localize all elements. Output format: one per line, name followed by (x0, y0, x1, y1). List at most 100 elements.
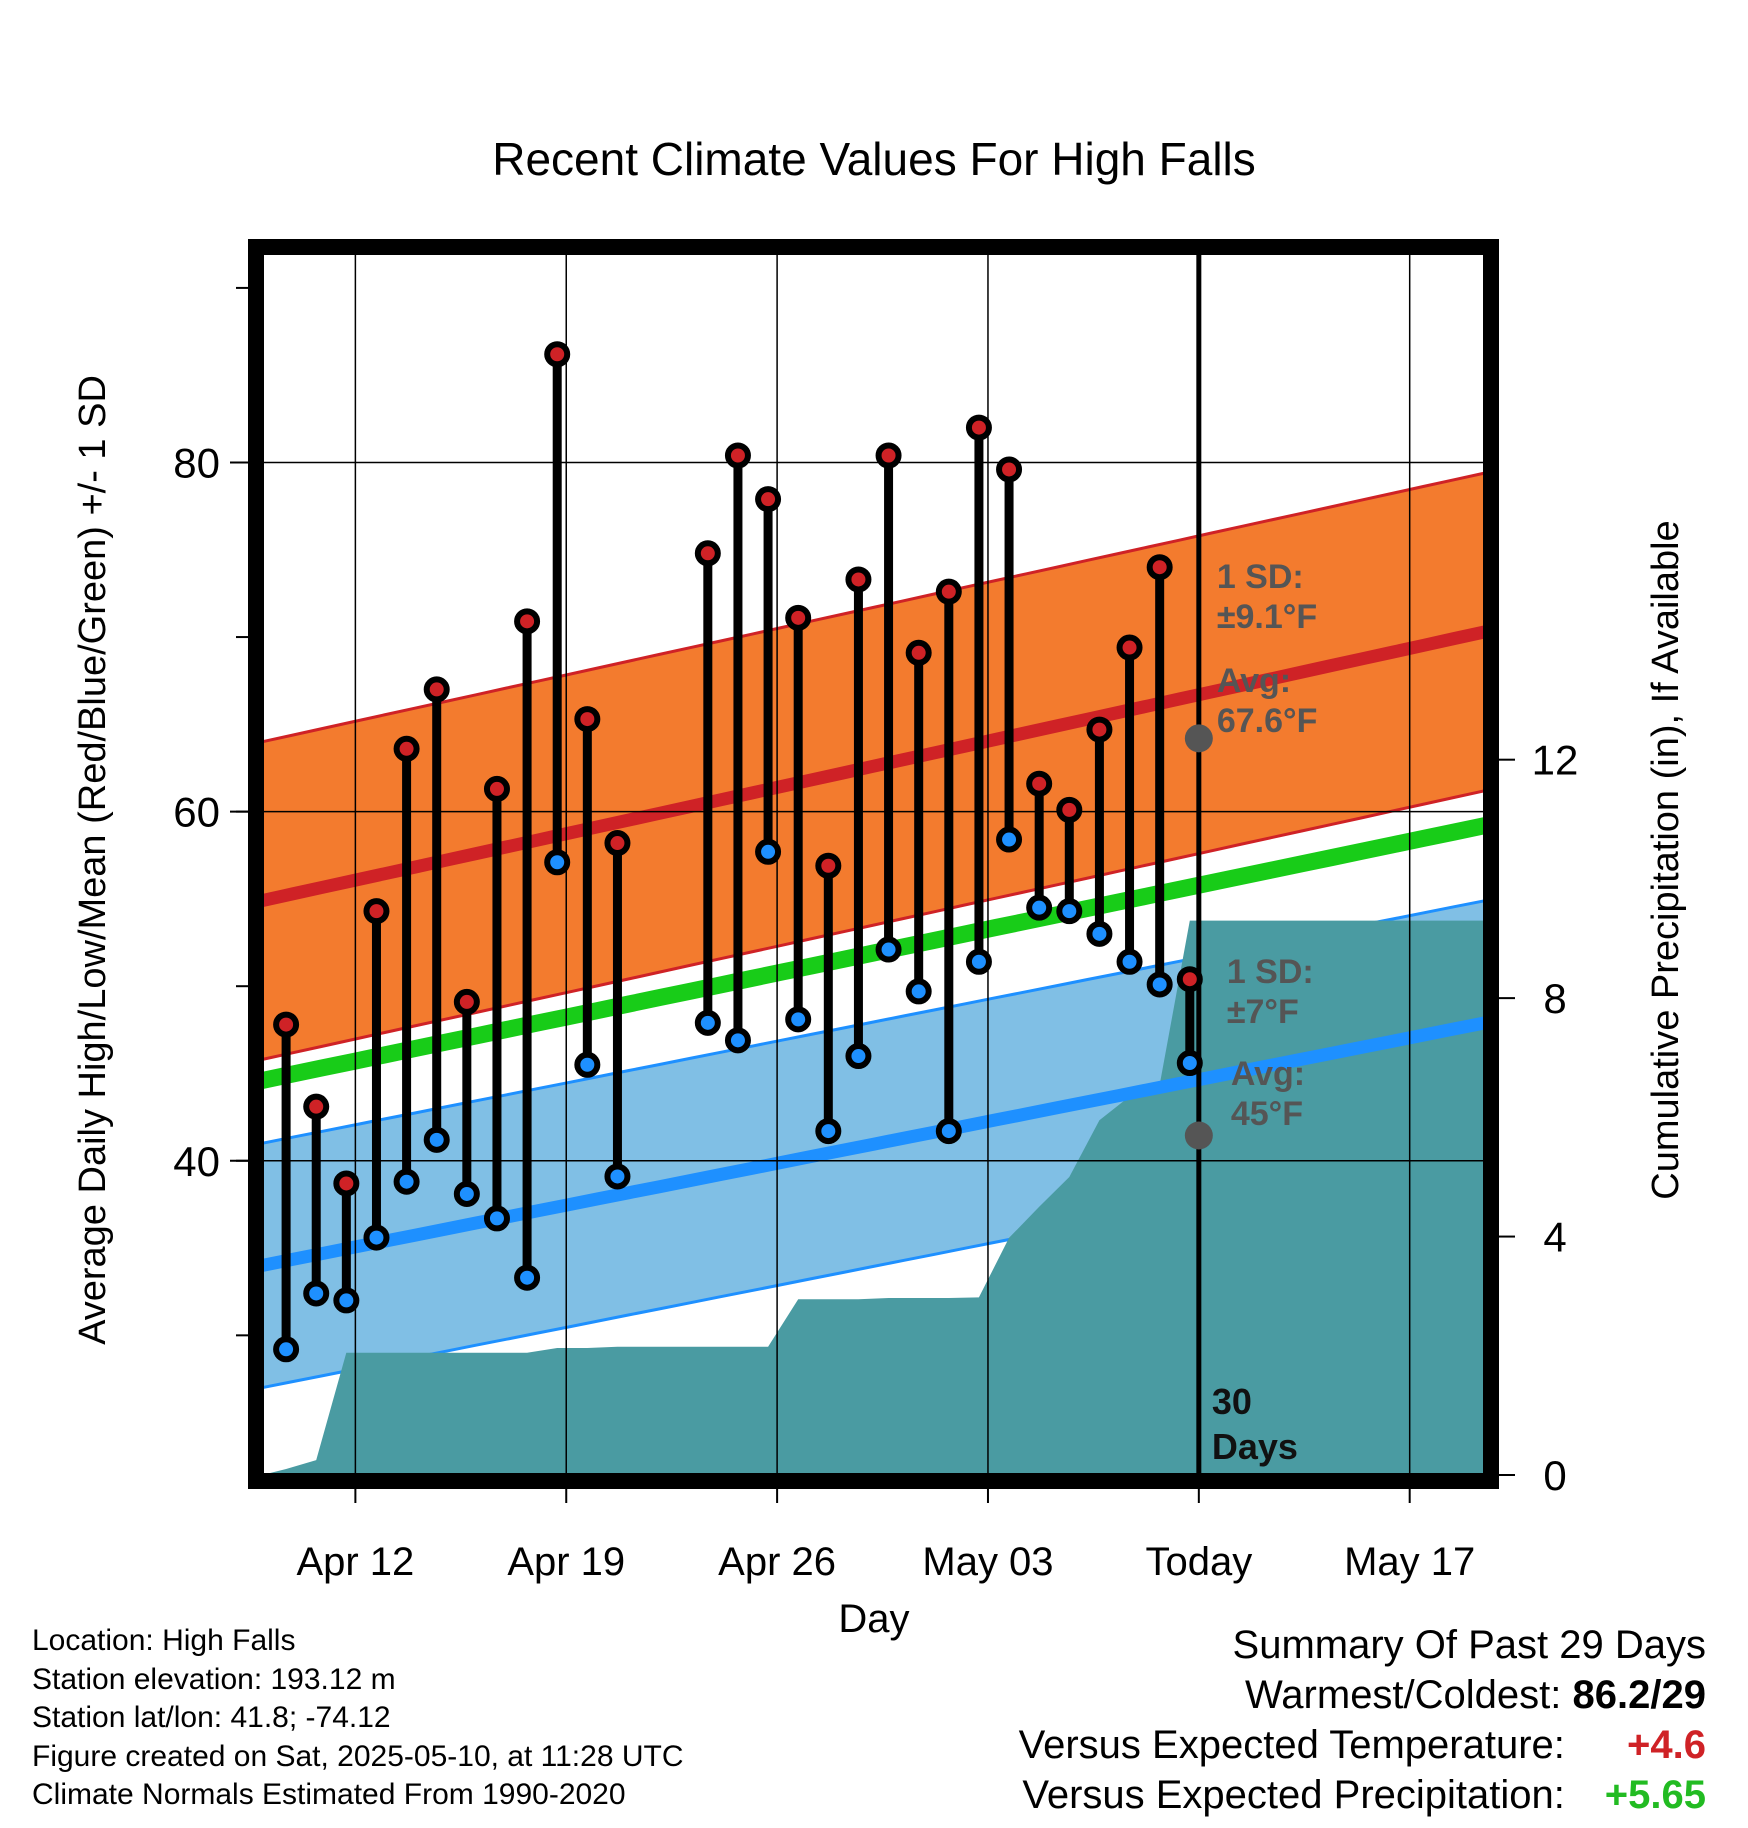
daily-low-point (1086, 920, 1113, 947)
daily-high-point (1146, 554, 1173, 581)
daily-low-point (273, 1336, 300, 1363)
daily-high-point (453, 988, 480, 1015)
daily-low-point (785, 1006, 812, 1033)
daily-high-point (333, 1170, 360, 1197)
daily-high-point (965, 414, 992, 441)
daily-low-point (604, 1163, 631, 1190)
daily-low-point (694, 1009, 721, 1036)
daily-high-point (996, 456, 1023, 483)
high-avg-label: Avg: (1217, 662, 1291, 700)
daily-high-point (544, 341, 571, 368)
elevation-text: Station elevation: 193.12 m (32, 1662, 396, 1696)
daily-low-point (845, 1043, 872, 1070)
y-tick-label: 40 (173, 1138, 220, 1185)
y2-tick-label: 8 (1543, 975, 1566, 1022)
low-sd-value: ±7°F (1227, 993, 1299, 1031)
y2-tick-label: 0 (1543, 1452, 1566, 1499)
daily-low-point (363, 1224, 390, 1251)
daily-low-point (574, 1051, 601, 1078)
daily-high-point (815, 852, 842, 879)
station-info: Location: High Falls Station elevation: … (32, 1622, 684, 1815)
x-tick-label: Apr 26 (718, 1540, 836, 1584)
daily-low-point (303, 1280, 330, 1307)
x-tick-label: Apr 12 (296, 1540, 414, 1584)
daily-low-point (905, 978, 932, 1005)
summary-title: Summary Of Past 29 Days (1232, 1623, 1706, 1667)
warmest-label: Warmest/Coldest: (1245, 1673, 1562, 1717)
daily-low-point (755, 838, 782, 865)
daily-high-point (755, 486, 782, 513)
precip-value: +5.65 (1604, 1773, 1706, 1817)
daily-low-point (483, 1205, 510, 1232)
daily-high-point (1086, 716, 1113, 743)
daily-high-point (724, 442, 751, 469)
latlon-text: Station lat/lon: 41.8; -74.12 (32, 1701, 391, 1734)
daily-low-point (333, 1287, 360, 1314)
location-text: Location: High Falls (32, 1624, 296, 1657)
warmest-value: 86.2/29 (1572, 1673, 1706, 1717)
daily-high-point (423, 676, 450, 703)
y-tick-label: 80 (173, 439, 220, 486)
daily-low-point (453, 1180, 480, 1207)
low-avg-value: 45°F (1231, 1095, 1303, 1133)
today-days-number: 30 (1212, 1381, 1252, 1422)
daily-low-point (1056, 898, 1083, 925)
summary-precip-row: Versus Expected Precipitation: +5.65 (1019, 1770, 1706, 1820)
daily-high-point (393, 735, 420, 762)
normals-text: Climate Normals Estimated From 1990-2020 (32, 1778, 626, 1811)
daily-low-point (1026, 894, 1053, 921)
daily-high-point (785, 604, 812, 631)
x-axis-label: Day (838, 1597, 909, 1641)
daily-low-point (875, 936, 902, 963)
high-sd-value: ±9.1°F (1217, 598, 1317, 636)
low-avg-label: Avg: (1231, 1055, 1305, 1093)
x-tick-label: May 03 (922, 1540, 1053, 1584)
daily-low-point (1146, 971, 1173, 998)
daily-high-point (574, 706, 601, 733)
precip-label: Versus Expected Precipitation: (1022, 1773, 1565, 1817)
daily-low-point (423, 1126, 450, 1153)
daily-high-point (1116, 634, 1143, 661)
daily-high-point (1026, 770, 1053, 797)
daily-high-point (935, 578, 962, 605)
y-axis-label: Average Daily High/Low/Mean (Red/Blue/Gr… (72, 375, 114, 1345)
summary-panel: Summary Of Past 29 Days Warmest/Coldest:… (1019, 1620, 1706, 1820)
y2-tick-label: 12 (1532, 737, 1579, 784)
daily-high-point (303, 1093, 330, 1120)
normal-low-line (262, 1016, 1485, 1272)
x-tick-label: Apr 19 (507, 1540, 625, 1584)
high-sd-label: 1 SD: (1217, 558, 1304, 596)
daily-low-point (996, 826, 1023, 853)
daily-low-point (815, 1118, 842, 1145)
plot-frame (248, 239, 1499, 1489)
y2-axis-label: Cumulative Precipitation (in), If Availa… (1645, 520, 1687, 1199)
daily-high-point (1176, 966, 1203, 993)
daily-high-point (905, 639, 932, 666)
x-tick-label: Today (1145, 1540, 1252, 1584)
daily-high-point (875, 442, 902, 469)
normal-high-line (262, 625, 1485, 908)
daily-high-point (694, 540, 721, 567)
daily-low-point (514, 1264, 541, 1291)
daily-high-point (845, 566, 872, 593)
today-low-avg-point (1184, 1121, 1213, 1150)
y-tick-label: 60 (173, 789, 220, 836)
x-tick-label: May 17 (1344, 1540, 1475, 1584)
daily-low-point (965, 948, 992, 975)
daily-low-point (1116, 948, 1143, 975)
created-text: Figure created on Sat, 2025-05-10, at 11… (32, 1739, 684, 1773)
daily-low-point (724, 1027, 751, 1054)
daily-high-point (1056, 796, 1083, 823)
temp-label: Versus Expected Temperature: (1018, 1723, 1565, 1767)
y2-tick-label: 4 (1543, 1214, 1566, 1261)
daily-low-point (935, 1118, 962, 1145)
today-high-avg-point (1184, 724, 1213, 753)
chart-title: Recent Climate Values For High Falls (492, 133, 1256, 185)
daily-high-point (483, 775, 510, 802)
daily-high-point (273, 1011, 300, 1038)
summary-warmest-row: Warmest/Coldest: 86.2/29 (1019, 1670, 1706, 1720)
normal-high-upper-edge (261, 471, 1486, 744)
high-avg-value: 67.6°F (1217, 702, 1318, 740)
